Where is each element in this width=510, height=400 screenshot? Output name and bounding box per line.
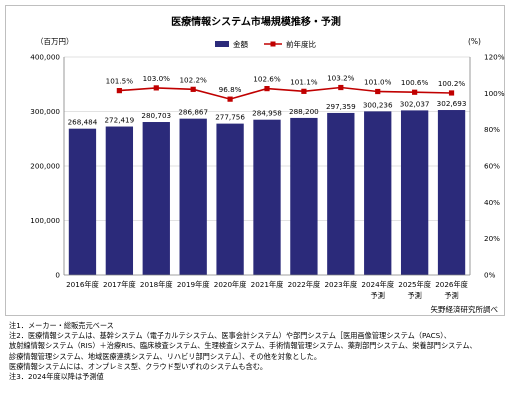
footnote-6: 注3．2024年度以降は予測値 — [9, 372, 104, 382]
category-label: 2023年度 — [324, 280, 357, 289]
bar-value-label: 288,200 — [289, 107, 319, 116]
bar-value-label: 268,484 — [68, 118, 98, 127]
legend-line-marker — [270, 41, 276, 47]
ratio-point — [153, 85, 159, 91]
right-tick-label: 0% — [484, 271, 496, 280]
ratio-value-label: 96.8% — [219, 85, 242, 94]
legend-line-label: 前年度比 — [286, 39, 316, 49]
category-sublabel: 予測 — [407, 291, 421, 300]
chart: 268,484 272,419 280,703 286,867 277,756 284,9… — [30, 15, 505, 314]
ratio-point — [264, 86, 270, 92]
bar — [437, 110, 466, 275]
ratio-value-label: 101.0% — [364, 78, 392, 87]
ratio-point — [448, 90, 455, 96]
category-label: 2025年度 — [398, 280, 431, 289]
bar-value-label: 286,867 — [178, 108, 208, 117]
legend-bar-label: 金額 — [233, 39, 248, 49]
bar-value-label: 277,756 — [215, 113, 245, 122]
ratio-point — [301, 88, 307, 94]
bar — [400, 110, 429, 275]
category-label: 2026年度 — [435, 280, 468, 289]
bar-value-label: 297,359 — [326, 102, 356, 111]
category-label: 2019年度 — [177, 280, 210, 289]
left-tick-label: 200,000 — [30, 162, 60, 171]
ratio-point — [412, 89, 418, 95]
bar — [290, 117, 318, 275]
left-tick-label: 400,000 — [30, 53, 60, 62]
bar-value-label: 280,703 — [141, 111, 171, 120]
bar-value-label: 300,236 — [363, 100, 393, 109]
ratio-value-label: 100.2% — [438, 79, 466, 88]
bar — [142, 122, 170, 275]
ratio-value-label: 101.5% — [106, 77, 134, 86]
category-sublabel: 予測 — [444, 291, 458, 300]
left-tick-label: 100,000 — [30, 216, 60, 225]
source-note: 矢野経済研究所調べ — [431, 304, 499, 314]
legend: 金額 前年度比 — [215, 39, 316, 49]
category-label: 2020年度 — [214, 280, 247, 289]
bar — [105, 126, 134, 275]
bar-value-label: 284,958 — [252, 109, 282, 118]
footnotes: 注1．メーカー・総販売元ベース 注2．医療情報システムは、基幹システム（電子カル… — [9, 321, 504, 382]
ratio-value-label: 101.1% — [290, 77, 318, 86]
left-tick-label: 0 — [55, 271, 60, 280]
ratio-line — [119, 86, 452, 100]
ratio-point — [338, 84, 344, 91]
footnote-2: 注2．医療情報システムは、基幹システム（電子カルテシステム、医事会計システム）や… — [9, 331, 451, 341]
category-label: 2018年度 — [140, 280, 173, 289]
ratio-value-label: 103.0% — [143, 74, 171, 83]
chart-frame: 268,484 272,419 280,703 286,867 277,756 284,9… — [5, 5, 505, 316]
ratio-value-label: 103.2% — [327, 74, 355, 83]
right-tick-label: 40% — [484, 198, 500, 207]
right-tick-label: 80% — [484, 125, 500, 134]
category-label: 2016年度 — [66, 280, 99, 289]
bar-value-label: 302,037 — [400, 99, 430, 108]
right-axis-unit: (%) — [468, 37, 481, 46]
bar — [364, 111, 392, 275]
category-label: 2022年度 — [288, 280, 321, 289]
bar — [216, 123, 244, 275]
ratio-point — [116, 88, 122, 94]
legend-bar-swatch — [215, 41, 229, 47]
bar — [179, 118, 207, 275]
left-axis-unit: （百万円） — [36, 37, 74, 46]
ratio-point — [227, 96, 233, 102]
category-label: 2024年度 — [361, 280, 394, 289]
right-tick-label: 20% — [484, 234, 500, 243]
footnote-3: 放射線情報システム（RIS）＋治療RIS、臨床検査システム、生理検査システム、手… — [9, 341, 477, 351]
footnote-1: 注1．メーカー・総販売元ベース — [9, 321, 114, 330]
chart-title: 医療情報システム市場規模推移・予測 — [171, 15, 341, 28]
bar-value-label: 302,693 — [437, 99, 467, 108]
ratio-value-label: 100.6% — [401, 78, 429, 87]
bar — [327, 112, 355, 275]
right-tick-label: 60% — [484, 162, 500, 171]
right-tick-label: 120% — [484, 53, 505, 62]
category-sublabel: 予測 — [371, 291, 385, 300]
footnote-5: 医療情報システムには、オンプレミス型、クラウド型いずれのシステムも含む。 — [9, 361, 268, 371]
category-label: 2021年度 — [251, 280, 284, 289]
bar-value-label: 272,419 — [104, 116, 134, 125]
bar — [253, 119, 281, 275]
category-label: 2017年度 — [103, 280, 136, 289]
bar — [68, 128, 97, 275]
right-tick-label: 100% — [484, 89, 505, 98]
left-tick-label: 300,000 — [30, 107, 60, 116]
ratio-value-label: 102.6% — [253, 75, 281, 84]
ratio-point — [190, 86, 196, 92]
ratio-value-label: 102.2% — [179, 75, 207, 84]
footnote-4: 診療情報管理システム、地域医療連携システム、リハビリ部門システム］、その他を対象… — [9, 351, 322, 361]
ratio-point — [375, 88, 381, 95]
